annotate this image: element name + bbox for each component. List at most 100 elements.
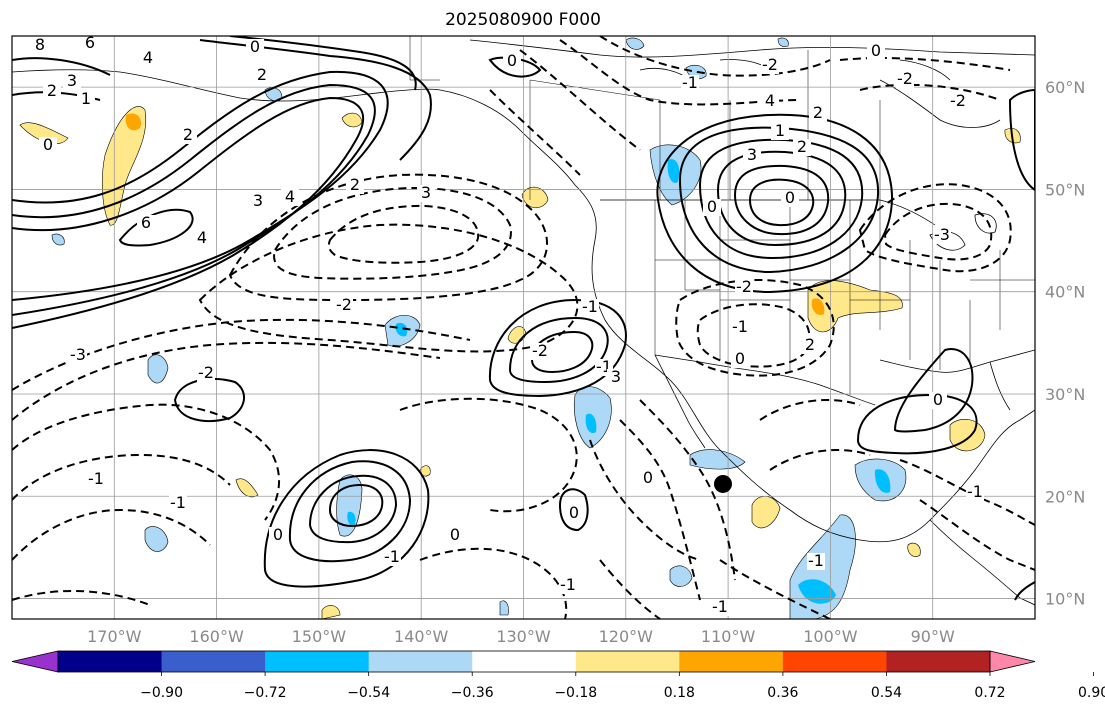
colorbar-tick-label: −0.54 (347, 685, 390, 701)
contour-label: 0 (450, 525, 460, 544)
contour-solid (328, 483, 384, 528)
contour-label-bg (179, 127, 197, 144)
contour-label: 4 (197, 228, 207, 247)
contour-label-bg (335, 297, 353, 314)
contour-dashed (759, 399, 861, 421)
colorbar (11, 650, 1036, 673)
shade-positive (521, 186, 549, 208)
contour-label-bg (559, 577, 577, 594)
contour-label: -1 (967, 482, 983, 501)
contour-label-bg (731, 351, 749, 368)
contour-solid (308, 474, 398, 544)
contour-label: -2 (897, 69, 913, 88)
contour-solid (656, 113, 894, 294)
contour-label: 2 (257, 65, 267, 84)
border-us-mexico (654, 354, 876, 406)
contour-label-bg (87, 471, 105, 488)
contour-dashed (639, 399, 736, 581)
shade-negative (689, 449, 746, 470)
contour-label: -2 (336, 295, 352, 314)
contour-label: 0 (569, 503, 579, 522)
shade-negative (144, 526, 169, 552)
lat-tick-label: 30°N (1045, 385, 1085, 404)
contour-label-bg (383, 549, 401, 566)
contour-dashed (619, 419, 701, 601)
contour-dashed (859, 83, 1001, 101)
contour-label-bg (703, 199, 721, 216)
contour-label-bg (743, 147, 761, 164)
contour-label: 0 (933, 390, 943, 409)
contour-label: -2 (762, 55, 778, 74)
contour-label: 3 (421, 183, 431, 202)
contour-dashed (519, 49, 641, 151)
contour-label: 2 (805, 335, 815, 354)
contour-label: -1 (170, 493, 186, 512)
colorbar-tick-label: −0.90 (140, 685, 183, 701)
coastline-florida (989, 361, 1011, 411)
lon-tick-label: 140°W (394, 627, 449, 646)
contour-dashed (675, 279, 835, 377)
colorbar-segment (161, 651, 266, 672)
contour-label-bg (346, 177, 364, 194)
state-borders (654, 200, 1035, 395)
contour-label: 3 (747, 145, 757, 164)
longitude-axis: 170°W 160°W 150°W 140°W 130°W 120°W 110°W 100°W… (87, 627, 955, 646)
colorbar-tick-label: 0.54 (871, 685, 902, 701)
shade-negative (625, 37, 645, 50)
contour-label-bg (43, 83, 61, 100)
contour-label: 0 (507, 51, 517, 70)
contour-label-bg (249, 193, 267, 210)
colorbar-segment (265, 651, 370, 672)
shading-layer (19, 37, 1021, 619)
shade-negative (667, 159, 680, 183)
contour-label: 0 (735, 349, 745, 368)
shade-positive (907, 542, 921, 557)
contour-label: -1 (732, 317, 748, 336)
contour-label: -2 (950, 91, 966, 110)
contour-label-bg (139, 50, 157, 67)
contour-solid (893, 348, 974, 433)
colorbar-segment (679, 651, 784, 672)
map-title: 2025080900 F000 (445, 10, 601, 30)
shade-positive (751, 496, 781, 529)
contour-label-bg (246, 39, 264, 56)
location-marker (713, 474, 732, 493)
contour-solid (856, 393, 978, 455)
contour-dashed (12, 508, 211, 561)
contour-label: 6 (85, 33, 95, 52)
contour-dashed (858, 183, 1012, 273)
coastline-alaska (12, 69, 441, 102)
contour-label-bg (137, 215, 155, 232)
contour-label-bg (581, 299, 599, 316)
contour-label: 0 (643, 468, 653, 487)
contour-label: 2 (350, 175, 360, 194)
contour-label: 2 (797, 137, 807, 156)
contour-label-bg (69, 347, 87, 364)
shade-negative (585, 413, 597, 434)
contour-label-bg (503, 53, 521, 70)
contour-label: -1 (384, 547, 400, 566)
contour-label-bg (169, 495, 187, 512)
contour-solid (288, 460, 412, 563)
contour-dashed (327, 204, 480, 264)
contour-label: -2 (736, 277, 752, 296)
colorbar-tick-label: 0.90 (1078, 685, 1105, 701)
contour-label-bg (531, 343, 549, 360)
colorbar-tick-label: 0.36 (767, 685, 798, 701)
contour-label-bg (63, 73, 81, 90)
shade-negative (51, 233, 65, 246)
contour-label: 1 (775, 121, 785, 140)
contour-dashed (399, 397, 578, 513)
shade-positive (811, 298, 825, 316)
map-frame (11, 35, 1036, 620)
colorbar-labels: −0.90 −0.72 −0.54 −0.36 −0.18 0.18 0.36 0.54 0.7… (140, 672, 1105, 701)
contour-dashed (589, 439, 701, 561)
contour-label-bg (711, 599, 729, 616)
contour-label: 3 (253, 191, 263, 210)
contour-solid (12, 57, 111, 76)
contour-solid (733, 164, 830, 236)
contour-label: 2 (183, 125, 193, 144)
contour-label-bg (446, 527, 464, 544)
contour-label-bg (966, 484, 984, 501)
